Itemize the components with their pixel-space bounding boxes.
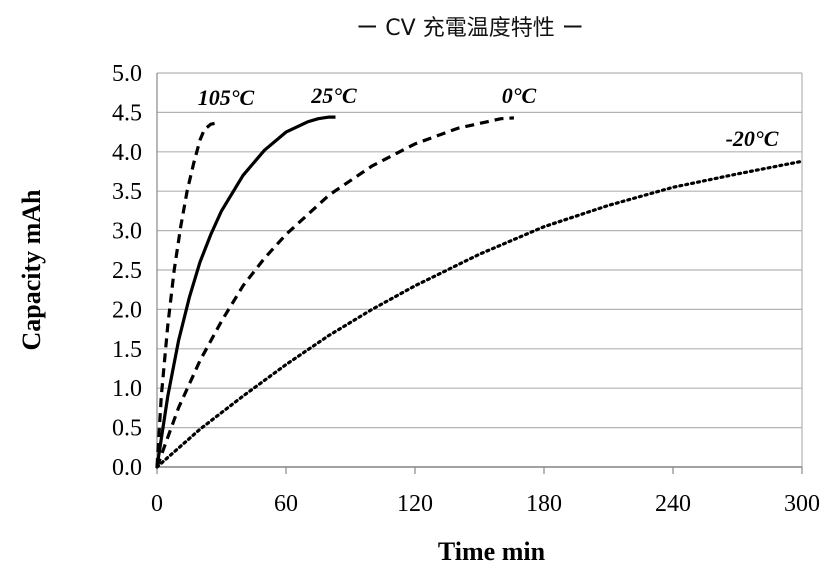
y-axis-title: Capacity mAh [17,189,46,351]
y-tick-label: 0.5 [112,416,142,442]
x-tick-label: 0 [151,491,163,517]
x-tick-label: 120 [397,491,433,517]
series-line-2 [155,116,514,468]
y-tick-label: 3.5 [112,179,142,205]
chart-title: ー CV 充電温度特性 ー [356,16,584,41]
series-line-0 [155,121,220,468]
series-label: 0°C [502,83,537,108]
y-tick-label: 2.0 [112,297,142,323]
y-tick-label: 5.0 [112,61,142,87]
x-tick-label: 240 [655,491,691,517]
x-tick-label: 60 [274,491,298,517]
y-tick-label: 1.5 [112,337,142,363]
series-label: -20°C [726,126,779,151]
y-tick-label: 1.0 [112,376,142,402]
x-tick-label: 300 [784,491,820,517]
series-label: 105°C [198,85,255,110]
series-line-3 [155,159,804,469]
y-tick-label: 4.0 [112,140,142,166]
y-tick-label: 3.0 [112,219,142,245]
series-line-1 [155,115,336,468]
y-tick-label: 0.0 [112,455,142,481]
x-tick-label: 180 [526,491,562,517]
x-axis-title: Time min [438,537,546,566]
series-label: 25°C [310,83,357,108]
y-tick-label: 2.5 [112,258,142,284]
y-tick-label: 4.5 [112,100,142,126]
